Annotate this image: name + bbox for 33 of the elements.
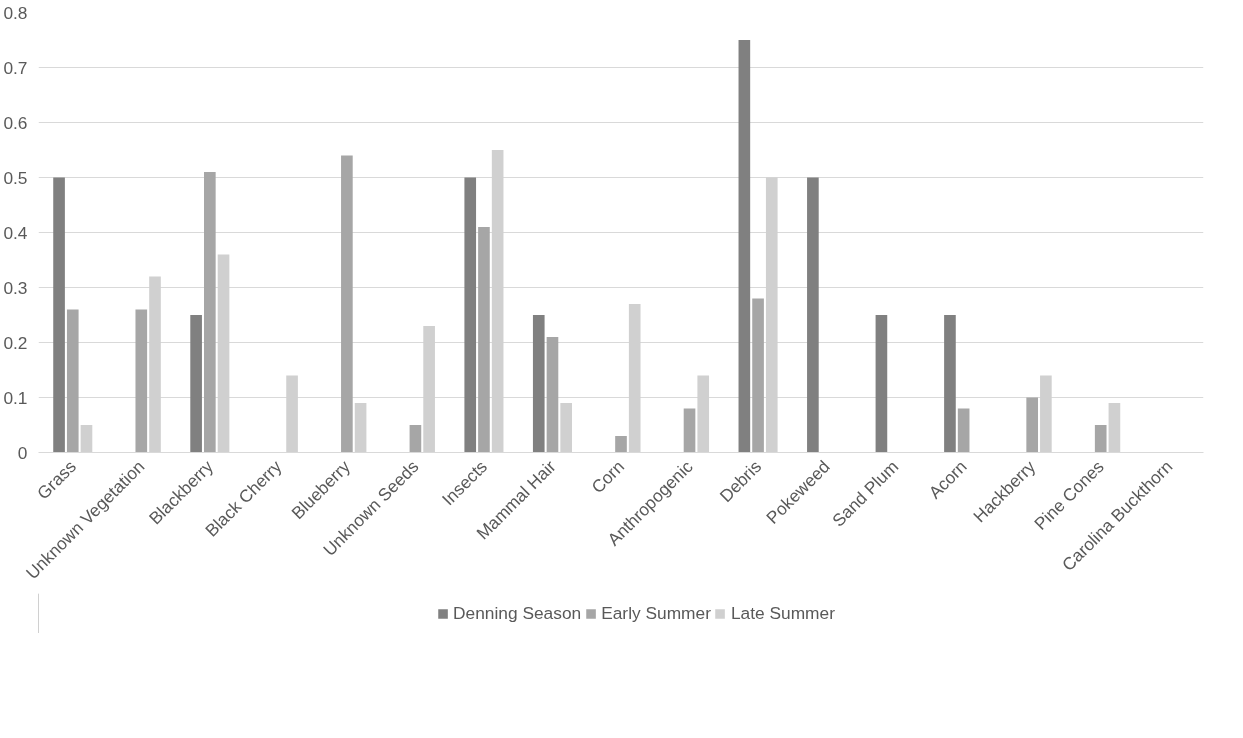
y-tick-label: 0.5: [3, 167, 28, 188]
y-tick-label: 0.8: [3, 2, 28, 23]
bar: [1026, 397, 1038, 453]
bar: [478, 227, 490, 453]
bar: [409, 425, 422, 453]
legend-label: Late Summer: [730, 602, 835, 624]
y-tick-label: 0.2: [3, 332, 28, 353]
y-tick-label: 0.4: [3, 222, 28, 243]
bar: [875, 315, 888, 453]
bar: [341, 155, 353, 453]
bar: [738, 40, 751, 453]
bar: [532, 315, 545, 453]
bar: [546, 337, 559, 453]
bar: [1094, 425, 1107, 453]
bar: [752, 298, 764, 453]
y-tick-label: 0.3: [3, 277, 28, 298]
bar: [66, 309, 79, 453]
bar: [464, 177, 477, 453]
bar: [683, 408, 696, 453]
bar: [944, 315, 956, 453]
bar: [190, 315, 202, 453]
bar: [807, 177, 819, 453]
bar: [135, 309, 148, 453]
bar: [53, 177, 65, 453]
legend-label: Denning Season: [453, 602, 582, 624]
bar: [957, 408, 970, 453]
bar: [615, 436, 627, 453]
y-tick-label: 0: [17, 442, 28, 463]
legend-label: Early Summer: [601, 602, 711, 624]
y-tick-label: 0.6: [3, 112, 28, 133]
y-tick-label: 0.1: [3, 387, 28, 408]
bar: [204, 172, 216, 453]
y-tick-label: 0.7: [3, 57, 28, 78]
